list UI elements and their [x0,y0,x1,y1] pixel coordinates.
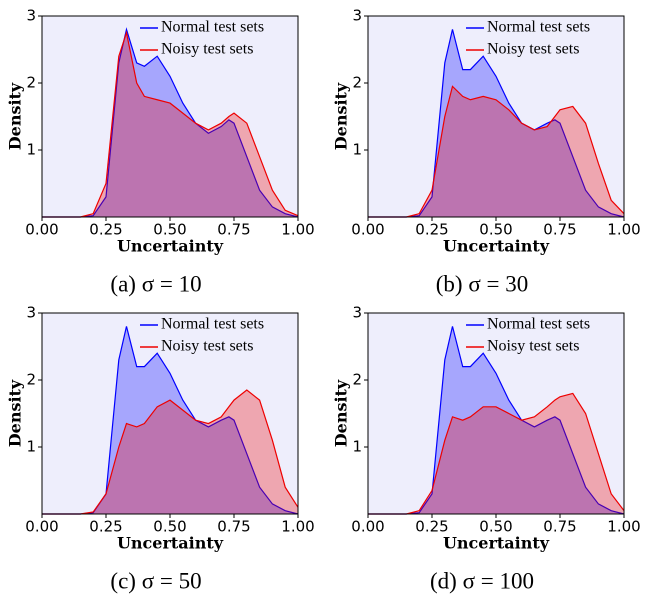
x-axis-label: Uncertainty [443,534,550,553]
density-area [42,326,298,514]
legend-label: Noisy test sets [487,41,579,58]
x-tick-label: 1.00 [281,221,314,239]
x-axis-label: Uncertainty [117,534,224,553]
x-tick-label: 1.00 [607,518,640,536]
density-area [42,390,298,514]
density-area [42,29,298,218]
density-area [368,326,624,514]
x-tick-label: 0.25 [415,221,448,239]
x-tick-label: 0.75 [217,518,250,536]
caption: (d) σ = 100 [430,568,534,593]
x-axis-label: Uncertainty [117,237,224,256]
density-area [368,393,624,514]
y-tick-label: 3 [26,7,36,25]
plot-area [42,16,298,217]
x-tick-label: 0.75 [543,221,576,239]
density-line [368,85,625,218]
plot-area [42,313,298,514]
x-tick-label: 0.00 [25,221,58,239]
y-axis-label: Density [332,379,351,447]
y-tick-label: 2 [352,74,362,92]
density-line [42,27,299,218]
density-area [42,32,298,217]
plot-area [368,313,624,514]
caption: (b) σ = 30 [436,271,528,296]
y-tick-label: 2 [26,74,36,92]
caption: (c) σ = 50 [110,568,201,593]
y-tick-label: 1 [352,141,362,159]
x-tick-label: 1.00 [281,518,314,536]
x-tick-label: 0.00 [25,518,58,536]
x-tick-label: 0.75 [217,221,250,239]
y-tick-label: 3 [352,304,362,322]
y-axis-label: Density [6,379,25,447]
legend-label: Normal test sets [161,316,264,333]
legend-label: Noisy test sets [161,338,253,355]
legend-label: Noisy test sets [487,338,579,355]
x-tick-label: 0.00 [351,518,384,536]
legend-label: Normal test sets [487,316,590,333]
x-tick-label: 0.25 [415,518,448,536]
density-line [42,389,299,515]
x-tick-label: 0.25 [89,221,122,239]
y-tick-label: 1 [26,438,36,456]
density-line [42,30,299,218]
density-line [368,392,625,515]
density-area [368,29,624,218]
x-tick-label: 1.00 [607,221,640,239]
legend-label: Normal test sets [161,19,264,36]
y-axis-label: Density [332,82,351,150]
y-tick-label: 1 [352,438,362,456]
x-tick-label: 0.50 [479,221,512,239]
density-area [368,86,624,217]
y-tick-label: 1 [26,141,36,159]
x-tick-label: 0.50 [153,221,186,239]
y-tick-label: 3 [26,304,36,322]
x-tick-label: 0.75 [543,518,576,536]
caption: (a) σ = 10 [110,271,201,296]
legend-label: Noisy test sets [161,41,253,58]
plot-area [368,16,624,217]
y-tick-label: 2 [26,371,36,389]
x-tick-label: 0.50 [153,518,186,536]
y-tick-label: 2 [352,371,362,389]
legend-label: Normal test sets [487,19,590,36]
x-axis-label: Uncertainty [443,237,550,256]
y-tick-label: 3 [352,7,362,25]
x-tick-label: 0.25 [89,518,122,536]
density-line [42,326,299,515]
x-tick-label: 0.50 [479,518,512,536]
density-line [368,29,625,218]
x-tick-label: 0.00 [351,221,384,239]
density-line [368,326,625,515]
y-axis-label: Density [6,82,25,150]
